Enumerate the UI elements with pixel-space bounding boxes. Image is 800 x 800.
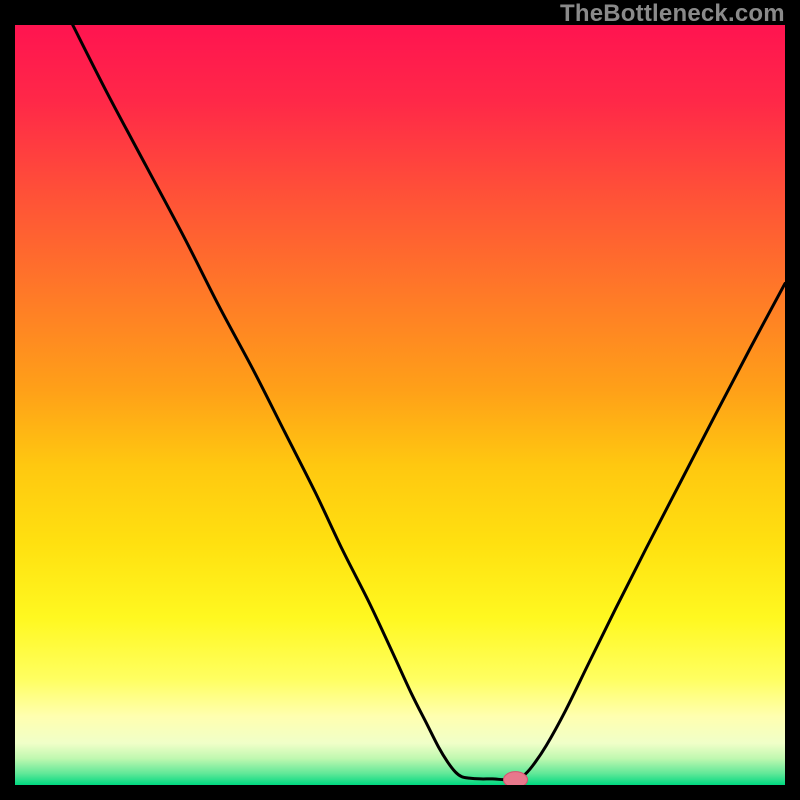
optimal-marker [504, 772, 528, 785]
chart-svg [15, 25, 785, 785]
plot-area [15, 25, 785, 785]
watermark-text: TheBottleneck.com [560, 0, 785, 28]
